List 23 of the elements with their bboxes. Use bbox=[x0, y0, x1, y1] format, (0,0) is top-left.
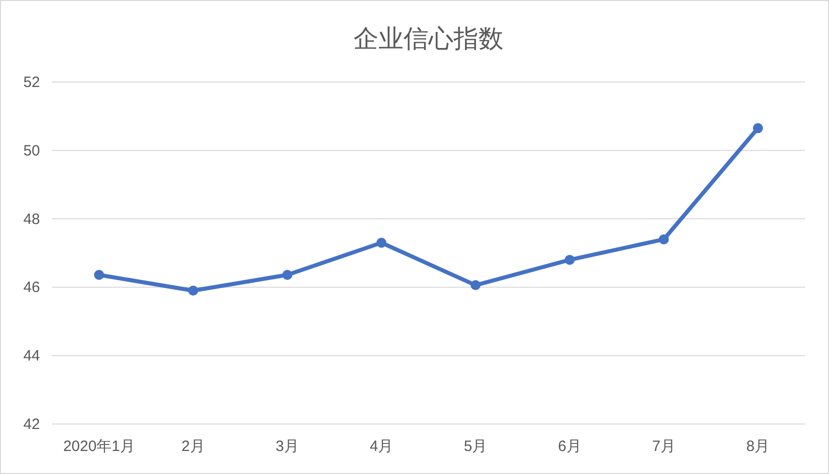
y-tick-label: 52 bbox=[23, 74, 40, 91]
y-tick-label: 50 bbox=[23, 142, 40, 160]
point bbox=[752, 123, 763, 134]
y-tick-label: 42 bbox=[23, 416, 40, 433]
x-tick-label: 4月 bbox=[370, 438, 394, 455]
y-tick-label: 44 bbox=[23, 348, 40, 365]
x-tick-label: 7月 bbox=[652, 438, 676, 455]
x-tick-label: 2020年1月 bbox=[63, 438, 135, 455]
y-tick-label: 46 bbox=[23, 279, 40, 296]
point bbox=[470, 280, 481, 290]
x-tick-label: 2月 bbox=[182, 438, 205, 455]
chart-title: 企业信心指数 bbox=[354, 25, 504, 53]
x-tick-label: 8月 bbox=[746, 438, 770, 455]
point bbox=[658, 234, 669, 244]
point bbox=[188, 286, 198, 296]
x-tick-label: 3月 bbox=[276, 438, 299, 455]
point bbox=[564, 254, 575, 265]
x-tick-label: 6月 bbox=[558, 438, 582, 455]
x-tick-label: 5月 bbox=[464, 438, 488, 455]
point bbox=[282, 270, 292, 280]
point bbox=[376, 238, 386, 248]
point bbox=[94, 270, 104, 280]
y-tick-label: 48 bbox=[23, 210, 40, 228]
